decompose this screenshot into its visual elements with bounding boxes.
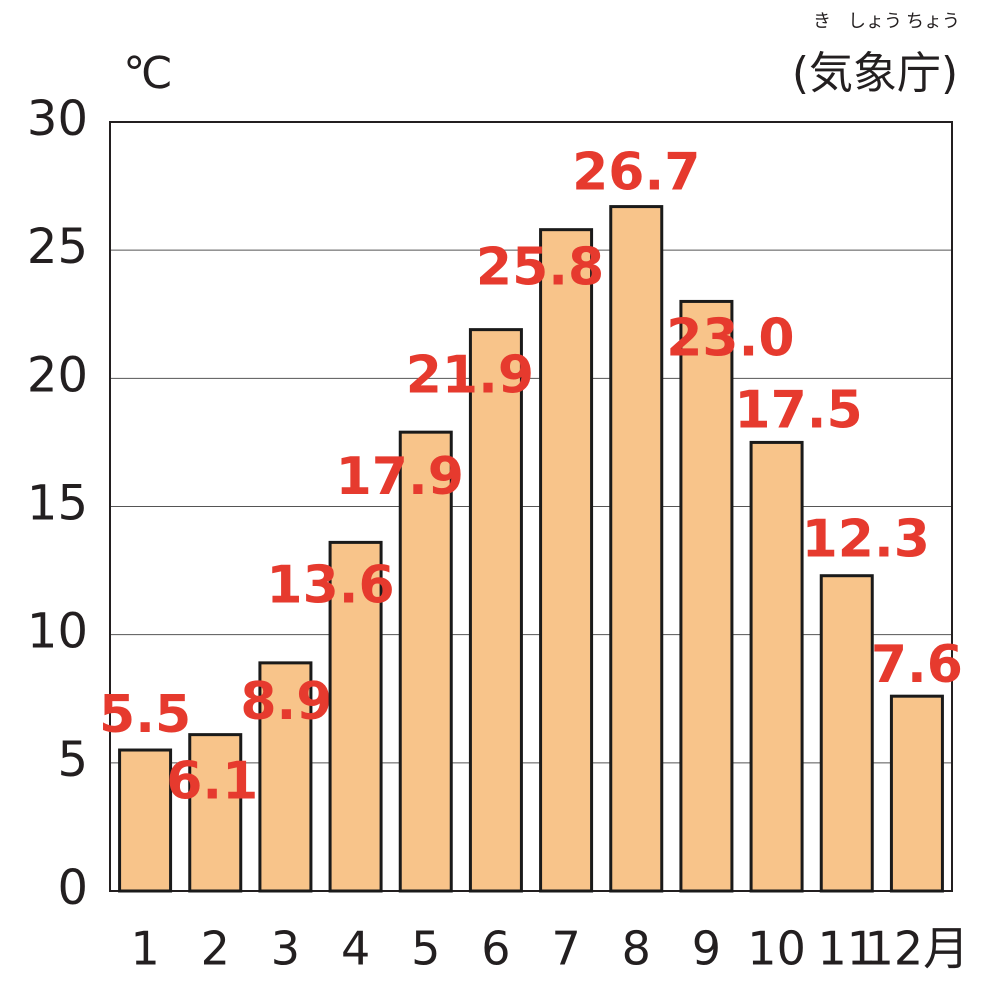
bar <box>328 540 383 893</box>
x-tick-label: 10 <box>747 922 806 976</box>
y-tick-label: 0 <box>57 860 88 916</box>
bar <box>258 661 313 893</box>
x-tick-label: 3 <box>271 922 300 976</box>
value-label: 17.9 <box>336 447 464 507</box>
x-tick-label: 8 <box>622 922 651 976</box>
plot-frame <box>109 121 953 892</box>
value-label: 7.6 <box>871 635 963 695</box>
y-tick-label: 25 <box>27 219 88 275</box>
bar <box>819 574 874 893</box>
value-label: 13.6 <box>266 555 394 615</box>
unit-label: ℃ <box>123 48 172 99</box>
bar <box>679 299 734 893</box>
value-label: 26.7 <box>572 143 700 203</box>
bar <box>539 228 594 893</box>
source: (気象庁) <box>792 48 958 99</box>
ruby: き <box>813 11 831 32</box>
x-tick-label: 6 <box>481 922 510 976</box>
y-tick-label: 5 <box>57 732 88 788</box>
bar <box>188 733 243 893</box>
ruby: しょう <box>848 11 902 32</box>
bar <box>889 694 944 893</box>
y-tick-label: 30 <box>27 91 88 147</box>
value-label: 8.9 <box>240 672 332 732</box>
bar <box>398 430 453 893</box>
y-tick-label: 10 <box>27 604 88 660</box>
value-label: 25.8 <box>476 238 604 298</box>
value-label: 6.1 <box>166 752 258 812</box>
value-label: 12.3 <box>802 510 930 570</box>
value-label: 5.5 <box>99 685 191 745</box>
x-tick-label: 11 <box>817 922 876 976</box>
value-label: 23.0 <box>666 308 794 368</box>
bar <box>468 328 523 893</box>
y-tick-label: 20 <box>27 347 88 403</box>
x-tick-label: 12月 <box>865 922 970 976</box>
bar <box>749 440 804 893</box>
ruby: ちょう <box>906 11 960 32</box>
value-label: 17.5 <box>734 380 862 440</box>
bar <box>118 748 173 893</box>
x-tick-label: 9 <box>692 922 721 976</box>
x-tick-label: 7 <box>551 922 580 976</box>
x-tick-label: 5 <box>411 922 440 976</box>
x-tick-label: 4 <box>341 922 370 976</box>
x-tick-label: 2 <box>201 922 230 976</box>
y-tick-label: 15 <box>27 476 88 532</box>
x-tick-label: 1 <box>130 922 159 976</box>
bar <box>609 205 664 893</box>
value-label: 21.9 <box>406 346 534 406</box>
